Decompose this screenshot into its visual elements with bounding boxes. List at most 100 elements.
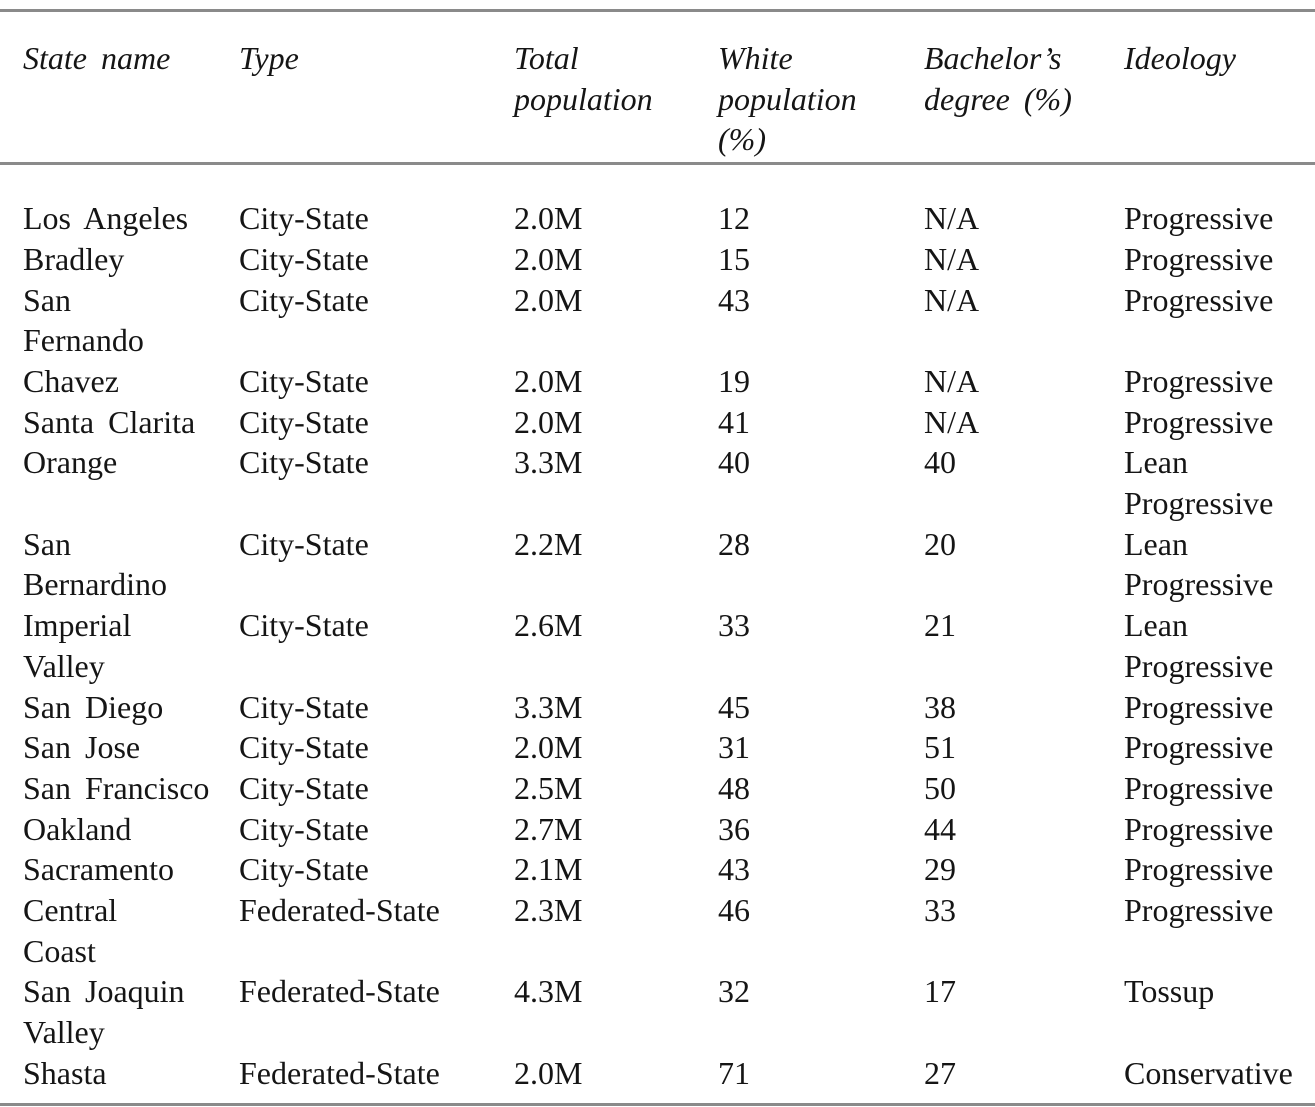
table-row: Imperial Valley City-State 2.6M 33 21 Le… xyxy=(0,605,1315,686)
cell-bachelors-degree: 50 xyxy=(924,769,956,806)
table-row: San Fernando City-State 2.0M 43 N/A Prog… xyxy=(0,280,1315,361)
cell-ideology: Lean Progressive xyxy=(1124,525,1274,603)
cell-white-population: 12 xyxy=(718,200,750,237)
table-row: Los Angeles City-State 2.0M 12 N/A Progr… xyxy=(0,164,1315,239)
table-body: Los Angeles City-State 2.0M 12 N/A Progr… xyxy=(0,164,1315,1104)
table-row: San Bernardino City-State 2.2M 28 20 Lea… xyxy=(0,524,1315,605)
table-row: San Francisco City-State 2.5M 48 50 Prog… xyxy=(0,768,1315,809)
cell-white-population: 19 xyxy=(718,362,750,399)
cell-ideology: Conservative xyxy=(1124,1054,1293,1091)
cell-ideology: Progressive xyxy=(1124,200,1274,237)
cell-ideology: Progressive xyxy=(1124,688,1274,725)
table-row: Shasta Federated-State 2.0M 71 27 Conser… xyxy=(0,1053,1315,1104)
cell-ideology: Progressive xyxy=(1124,403,1274,440)
cell-bachelors-degree: 44 xyxy=(924,810,956,847)
cell-total-population: 2.7M xyxy=(514,810,583,847)
cell-state-name: Orange xyxy=(23,444,118,481)
table-row: San Diego City-State 3.3M 45 38 Progress… xyxy=(0,687,1315,728)
cell-type: City-State xyxy=(239,688,369,725)
cell-state-name: San Joaquin Valley xyxy=(23,973,185,1051)
cell-type: City-State xyxy=(239,769,369,806)
cell-total-population: 2.1M xyxy=(514,851,583,888)
table-row: San Jose City-State 2.0M 31 51 Progressi… xyxy=(0,727,1315,768)
cell-total-population: 2.0M xyxy=(514,240,583,277)
cell-total-population: 3.3M xyxy=(514,444,583,481)
cell-ideology: Progressive xyxy=(1124,810,1274,847)
cell-white-population: 48 xyxy=(718,769,750,806)
cell-bachelors-degree: N/A xyxy=(924,240,980,277)
cell-ideology: Progressive xyxy=(1124,892,1274,929)
cell-total-population: 2.3M xyxy=(514,892,583,929)
cell-type: City-State xyxy=(239,240,369,277)
column-header-ideology: Ideology xyxy=(1124,10,1315,166)
table-row: Chavez City-State 2.0M 19 N/A Progressiv… xyxy=(0,361,1315,402)
cell-white-population: 43 xyxy=(718,851,750,888)
cell-ideology: Tossup xyxy=(1124,973,1215,1010)
cell-bachelors-degree: 29 xyxy=(924,851,956,888)
cell-state-name: Shasta xyxy=(23,1054,107,1091)
cell-total-population: 2.0M xyxy=(514,729,583,766)
cell-state-name: Santa Clarita xyxy=(23,403,196,440)
column-header-bachelors-degree: Bachelor’s degree (%) xyxy=(924,10,1124,166)
cell-state-name: San Fernando xyxy=(23,281,144,359)
table-row: Bradley City-State 2.0M 15 N/A Progressi… xyxy=(0,239,1315,280)
cell-state-name: Bradley xyxy=(23,240,125,277)
cell-white-population: 36 xyxy=(718,810,750,847)
header-row: State name Type Total population White p… xyxy=(0,10,1315,166)
cell-state-name: Central Coast xyxy=(23,892,118,969)
table-row: San Joaquin Valley Federated-State 4.3M … xyxy=(0,971,1315,1052)
cell-type: City-State xyxy=(239,729,369,766)
cell-state-name: Sacramento xyxy=(23,851,175,888)
table-header: State name Type Total population White p… xyxy=(0,10,1315,166)
cell-type: City-State xyxy=(239,525,369,562)
cell-bachelors-degree: 38 xyxy=(924,688,956,725)
cell-type: Federated-State xyxy=(239,892,440,929)
cell-bachelors-degree: 20 xyxy=(924,525,956,562)
cell-total-population: 2.6M xyxy=(514,607,583,644)
states-table: State name Type Total population White p… xyxy=(0,9,1315,1106)
table-row: Central Coast Federated-State 2.3M 46 33… xyxy=(0,890,1315,971)
cell-ideology: Progressive xyxy=(1124,729,1274,766)
cell-white-population: 45 xyxy=(718,688,750,725)
cell-ideology: Progressive xyxy=(1124,281,1274,318)
cell-total-population: 4.3M xyxy=(514,973,583,1010)
cell-type: City-State xyxy=(239,444,369,481)
cell-bachelors-degree: 33 xyxy=(924,892,956,929)
cell-type: City-State xyxy=(239,200,369,237)
cell-white-population: 33 xyxy=(718,607,750,644)
table-row: Oakland City-State 2.7M 36 44 Progressiv… xyxy=(0,809,1315,850)
cell-type: Federated-State xyxy=(239,973,440,1010)
cell-state-name: San Diego xyxy=(23,688,164,725)
cell-total-population: 2.0M xyxy=(514,200,583,237)
cell-total-population: 2.2M xyxy=(514,525,583,562)
cell-bachelors-degree: N/A xyxy=(924,403,980,440)
column-header-white-population: White population (%) xyxy=(718,10,924,166)
cell-white-population: 15 xyxy=(718,240,750,277)
cell-state-name: Chavez xyxy=(23,362,119,399)
cell-state-name: Los Angeles xyxy=(23,200,189,237)
cell-total-population: 2.0M xyxy=(514,1054,583,1091)
cell-state-name: Imperial Valley xyxy=(23,607,132,684)
cell-state-name: Oakland xyxy=(23,810,132,847)
cell-type: City-State xyxy=(239,362,369,399)
cell-ideology: Progressive xyxy=(1124,769,1274,806)
cell-bachelors-degree: N/A xyxy=(924,281,980,318)
cell-white-population: 40 xyxy=(718,444,750,481)
cell-state-name: San Francisco xyxy=(23,769,210,806)
cell-total-population: 3.3M xyxy=(514,688,583,725)
cell-total-population: 2.0M xyxy=(514,362,583,399)
cell-ideology: Progressive xyxy=(1124,240,1274,277)
cell-ideology: Lean Progressive xyxy=(1124,607,1274,684)
cell-type: City-State xyxy=(239,607,369,644)
cell-bachelors-degree: 17 xyxy=(924,973,956,1010)
column-header-state-name: State name xyxy=(0,10,239,166)
cell-white-population: 28 xyxy=(718,525,750,562)
cell-bachelors-degree: N/A xyxy=(924,200,980,237)
column-header-total-population: Total population xyxy=(514,10,718,166)
cell-total-population: 2.0M xyxy=(514,403,583,440)
cell-white-population: 32 xyxy=(718,973,750,1010)
cell-type: City-State xyxy=(239,281,369,318)
cell-white-population: 41 xyxy=(718,403,750,440)
cell-ideology: Progressive xyxy=(1124,851,1274,888)
cell-type: Federated-State xyxy=(239,1054,440,1091)
